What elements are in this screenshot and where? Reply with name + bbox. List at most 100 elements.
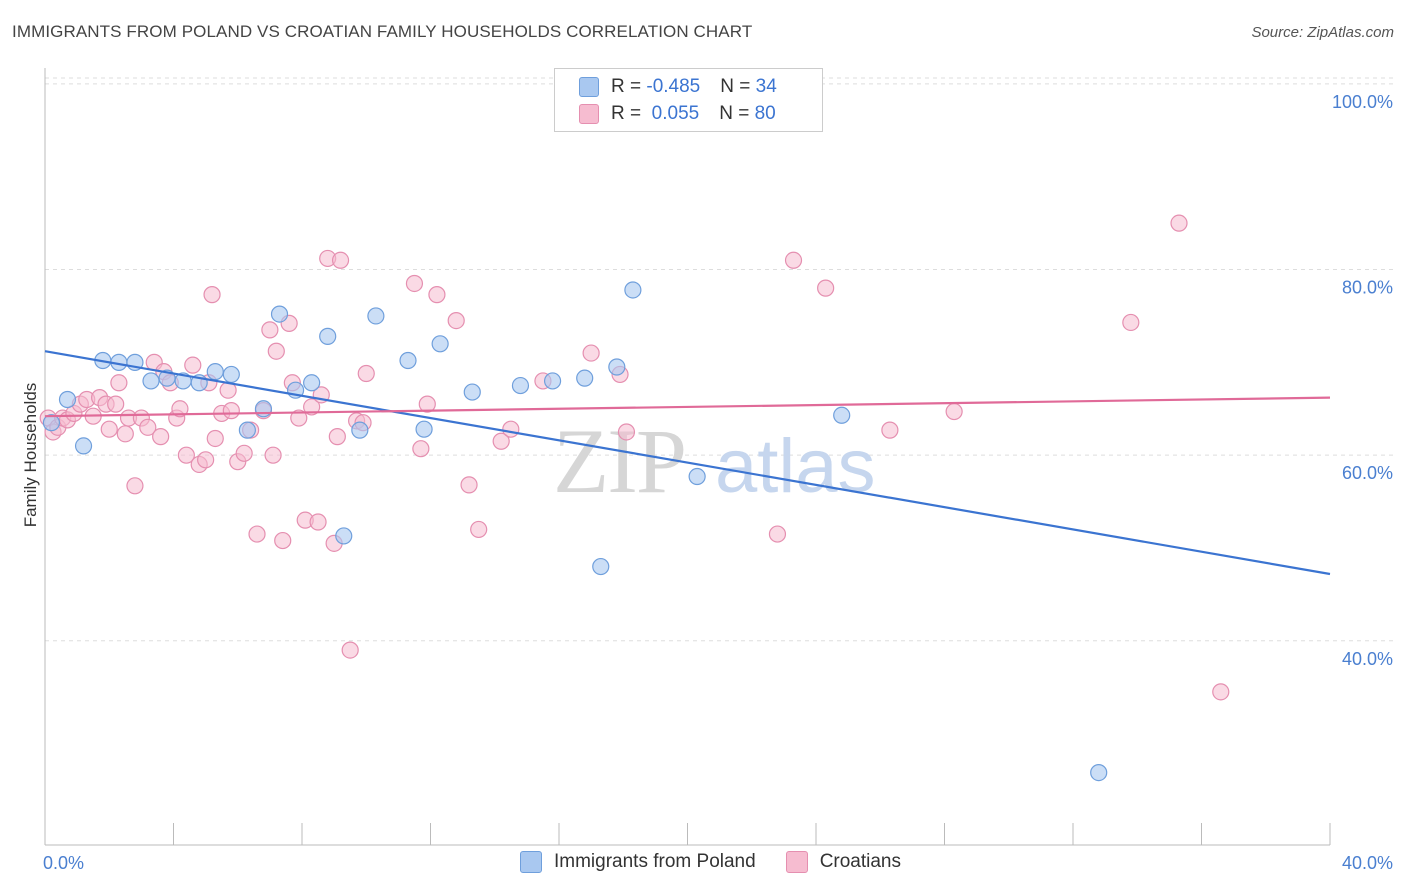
croatians-point <box>116 425 134 443</box>
stats-row-poland: R = -0.485 N = 34 <box>579 74 777 100</box>
y-tick-label: 60.0% <box>1342 463 1393 483</box>
poland-point <box>238 421 256 439</box>
croatians-point <box>152 428 170 446</box>
croatians-trendline <box>44 396 1331 418</box>
poland-point <box>511 376 530 395</box>
croatians-point <box>357 364 375 383</box>
croatians-point <box>261 321 279 339</box>
poland-point <box>463 383 481 401</box>
poland-point <box>576 369 594 387</box>
poland-point <box>399 351 417 370</box>
series-legend: Immigrants from Poland Croatians <box>520 851 931 873</box>
poland-point <box>624 281 642 299</box>
poland-point <box>270 305 289 323</box>
croatians-point <box>492 432 510 450</box>
poland-point <box>254 400 273 418</box>
croatians-point <box>1122 313 1140 332</box>
poland-point <box>222 365 240 384</box>
croatians-point <box>107 395 125 413</box>
poland-point <box>142 372 160 390</box>
croatians-point <box>267 342 285 360</box>
legend-label: Croatians <box>819 851 902 872</box>
n-value: 80 <box>754 103 776 124</box>
r-value: 0.055 <box>646 103 700 124</box>
croatians-point <box>784 251 803 269</box>
series-immigrants-from-poland <box>42 281 1108 782</box>
poland-point <box>833 406 851 424</box>
blue-swatch <box>579 77 599 97</box>
croatians-point <box>177 446 195 464</box>
poland-point <box>335 527 353 545</box>
croatians-point <box>171 400 189 418</box>
poland-point <box>367 307 385 325</box>
croatians-point <box>222 402 240 420</box>
poland-point <box>351 421 369 439</box>
watermark: ZIP atlas <box>553 410 876 512</box>
poland-point <box>431 335 449 353</box>
svg-text:ZIP: ZIP <box>553 410 685 512</box>
poland-point <box>206 363 224 381</box>
blue-swatch <box>520 851 542 873</box>
croatians-point <box>235 444 253 462</box>
croatians-point <box>206 429 224 448</box>
croatians-point <box>264 446 282 464</box>
r-value: -0.485 <box>646 76 701 97</box>
croatians-point <box>582 344 600 362</box>
croatians-point <box>126 477 144 495</box>
legend-item-poland: Immigrants from Poland <box>520 851 756 873</box>
legend-item-croatians: Croatians <box>785 851 902 873</box>
croatians-point <box>1212 683 1230 701</box>
chart-title: IMMIGRANTS FROM POLAND VS CROATIAN FAMIL… <box>12 22 753 41</box>
croatians-point <box>328 428 346 446</box>
source-label: Source: ZipAtlas.com <box>1251 24 1394 41</box>
stats-legend: R = -0.485 N = 34 R = 0.055 N = 80 <box>554 68 823 132</box>
r-label: R = <box>611 76 647 97</box>
croatians-point <box>447 311 465 330</box>
poland-point <box>415 420 433 438</box>
n-value: 34 <box>755 76 777 97</box>
pink-swatch <box>785 851 808 873</box>
croatians-point <box>418 395 436 413</box>
croatians-point <box>617 423 636 441</box>
n-label: N = <box>719 103 755 124</box>
croatians-point <box>110 374 128 392</box>
axes <box>44 68 1331 846</box>
r-label: R = <box>611 103 647 124</box>
trendlines <box>44 350 1331 576</box>
croatians-point <box>331 251 350 269</box>
pink-swatch <box>579 104 599 124</box>
croatians-point <box>303 398 321 416</box>
gridlines <box>45 77 1393 642</box>
poland-point <box>42 414 61 432</box>
croatians-point <box>881 421 899 439</box>
poland-point <box>543 372 562 390</box>
croatians-point <box>203 286 221 304</box>
croatians-point <box>768 525 787 543</box>
poland-point <box>74 437 93 455</box>
croatians-point <box>945 402 963 421</box>
stats-row-croatians: R = 0.055 N = 80 <box>579 101 776 127</box>
croatians-point <box>502 420 520 438</box>
croatians-point <box>139 418 157 436</box>
croatians-point <box>460 476 478 494</box>
y-tick-label: 80.0% <box>1342 278 1393 298</box>
poland-point <box>58 390 77 409</box>
croatians-point <box>290 409 308 427</box>
legend-label: Immigrants from Poland <box>554 851 756 872</box>
poland-point <box>608 358 626 376</box>
y-tick-label: 100.0% <box>1332 92 1393 112</box>
y-axis-label: Family Households <box>21 383 40 528</box>
poland-point <box>319 327 337 345</box>
y-tick-label: 40.0% <box>1342 649 1393 669</box>
croatians-point <box>309 513 327 531</box>
croatians-point <box>100 420 118 438</box>
croatians-point <box>197 451 215 469</box>
poland-point <box>1090 764 1108 782</box>
croatians-point <box>470 520 488 539</box>
poland-trendline <box>44 350 1331 576</box>
x-tick-label: 40.0% <box>1342 853 1393 873</box>
croatians-point <box>1170 214 1188 232</box>
croatians-point <box>341 641 359 659</box>
croatians-point <box>184 356 202 374</box>
